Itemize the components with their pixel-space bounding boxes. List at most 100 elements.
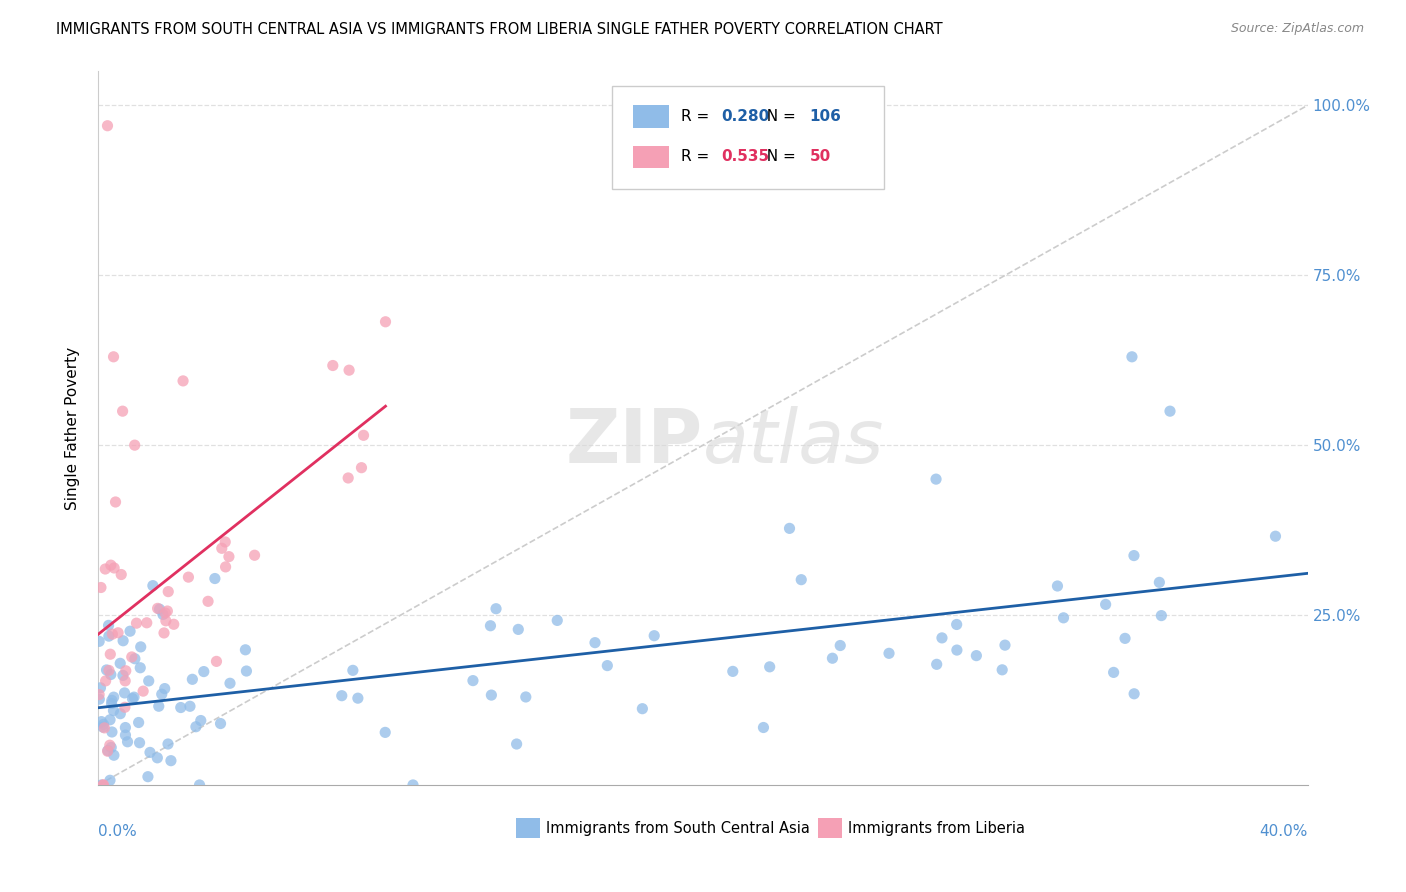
Point — [121, 691, 143, 706]
Point — [98, 773, 121, 788]
Text: 40.0%: 40.0% — [1260, 824, 1308, 839]
Text: N =: N = — [758, 150, 801, 164]
Point — [184, 720, 207, 734]
Point — [103, 690, 125, 705]
Text: R =: R = — [682, 150, 714, 164]
Point — [114, 686, 136, 700]
Point — [93, 778, 115, 792]
Point — [758, 660, 780, 674]
Point — [100, 697, 122, 711]
Point — [146, 751, 169, 765]
Point — [98, 738, 121, 752]
Point — [148, 602, 170, 616]
Point — [546, 614, 568, 628]
Text: 106: 106 — [810, 109, 841, 124]
Point — [177, 570, 200, 584]
Point — [243, 548, 266, 562]
Point — [172, 374, 194, 388]
Text: atlas: atlas — [703, 407, 884, 478]
Point — [181, 673, 204, 687]
Point — [114, 700, 136, 714]
Text: IMMIGRANTS FROM SOUTH CENTRAL ASIA VS IMMIGRANTS FROM LIBERIA SINGLE FATHER POVE: IMMIGRANTS FROM SOUTH CENTRAL ASIA VS IM… — [56, 22, 943, 37]
Point — [101, 693, 124, 707]
Point — [1102, 665, 1125, 680]
Point — [153, 626, 176, 640]
Point — [90, 581, 112, 595]
Point — [124, 438, 146, 452]
Point — [596, 658, 619, 673]
Point — [197, 594, 219, 608]
Point — [142, 579, 165, 593]
Point — [124, 652, 146, 666]
Point — [994, 638, 1017, 652]
FancyBboxPatch shape — [633, 145, 669, 169]
Point — [337, 363, 360, 377]
Point — [1264, 529, 1286, 543]
Point — [163, 617, 186, 632]
Point — [1094, 598, 1116, 612]
Point — [101, 627, 124, 641]
Point — [155, 606, 177, 620]
Point — [111, 404, 134, 418]
Text: 0.0%: 0.0% — [98, 824, 138, 839]
Point — [353, 428, 375, 442]
Point — [205, 654, 228, 668]
Y-axis label: Single Father Poverty: Single Father Poverty — [65, 347, 80, 509]
Point — [129, 661, 152, 675]
Point — [219, 676, 242, 690]
Point — [129, 640, 152, 654]
Point — [643, 629, 665, 643]
Point — [330, 689, 353, 703]
Point — [505, 737, 527, 751]
Point — [790, 573, 813, 587]
Point — [461, 673, 484, 688]
Point — [89, 634, 111, 648]
Point — [152, 607, 174, 622]
FancyBboxPatch shape — [516, 819, 540, 838]
Point — [103, 748, 125, 763]
Point — [107, 625, 129, 640]
Point — [830, 639, 852, 653]
Point — [96, 119, 118, 133]
Point — [101, 725, 124, 739]
Point — [350, 460, 373, 475]
Point — [148, 699, 170, 714]
Point — [155, 614, 177, 628]
Point — [114, 673, 136, 688]
Point — [100, 740, 122, 755]
Point — [94, 673, 117, 688]
Point — [91, 720, 114, 734]
Point — [347, 691, 370, 706]
Point — [1123, 687, 1146, 701]
Point — [135, 615, 157, 630]
Point — [157, 584, 180, 599]
Point — [128, 736, 150, 750]
Point — [136, 770, 159, 784]
Point — [103, 561, 125, 575]
Point — [111, 668, 134, 682]
Point — [946, 643, 969, 657]
Point — [211, 541, 233, 556]
Point — [97, 743, 120, 757]
Point — [156, 604, 179, 618]
Point — [98, 713, 121, 727]
Point — [132, 684, 155, 698]
Point — [103, 704, 125, 718]
Point — [114, 664, 136, 678]
Point — [87, 688, 110, 702]
Point — [190, 714, 212, 728]
Point — [342, 664, 364, 678]
Text: N =: N = — [758, 109, 801, 124]
Point — [779, 521, 801, 535]
Text: 50: 50 — [810, 150, 831, 164]
Point — [125, 616, 148, 631]
Point — [117, 735, 139, 749]
Point — [402, 778, 425, 792]
Point — [965, 648, 987, 663]
Point — [160, 754, 183, 768]
Point — [100, 667, 122, 681]
Point — [93, 717, 115, 731]
Point — [752, 721, 775, 735]
Text: Source: ZipAtlas.com: Source: ZipAtlas.com — [1230, 22, 1364, 36]
Text: 0.280: 0.280 — [721, 109, 769, 124]
